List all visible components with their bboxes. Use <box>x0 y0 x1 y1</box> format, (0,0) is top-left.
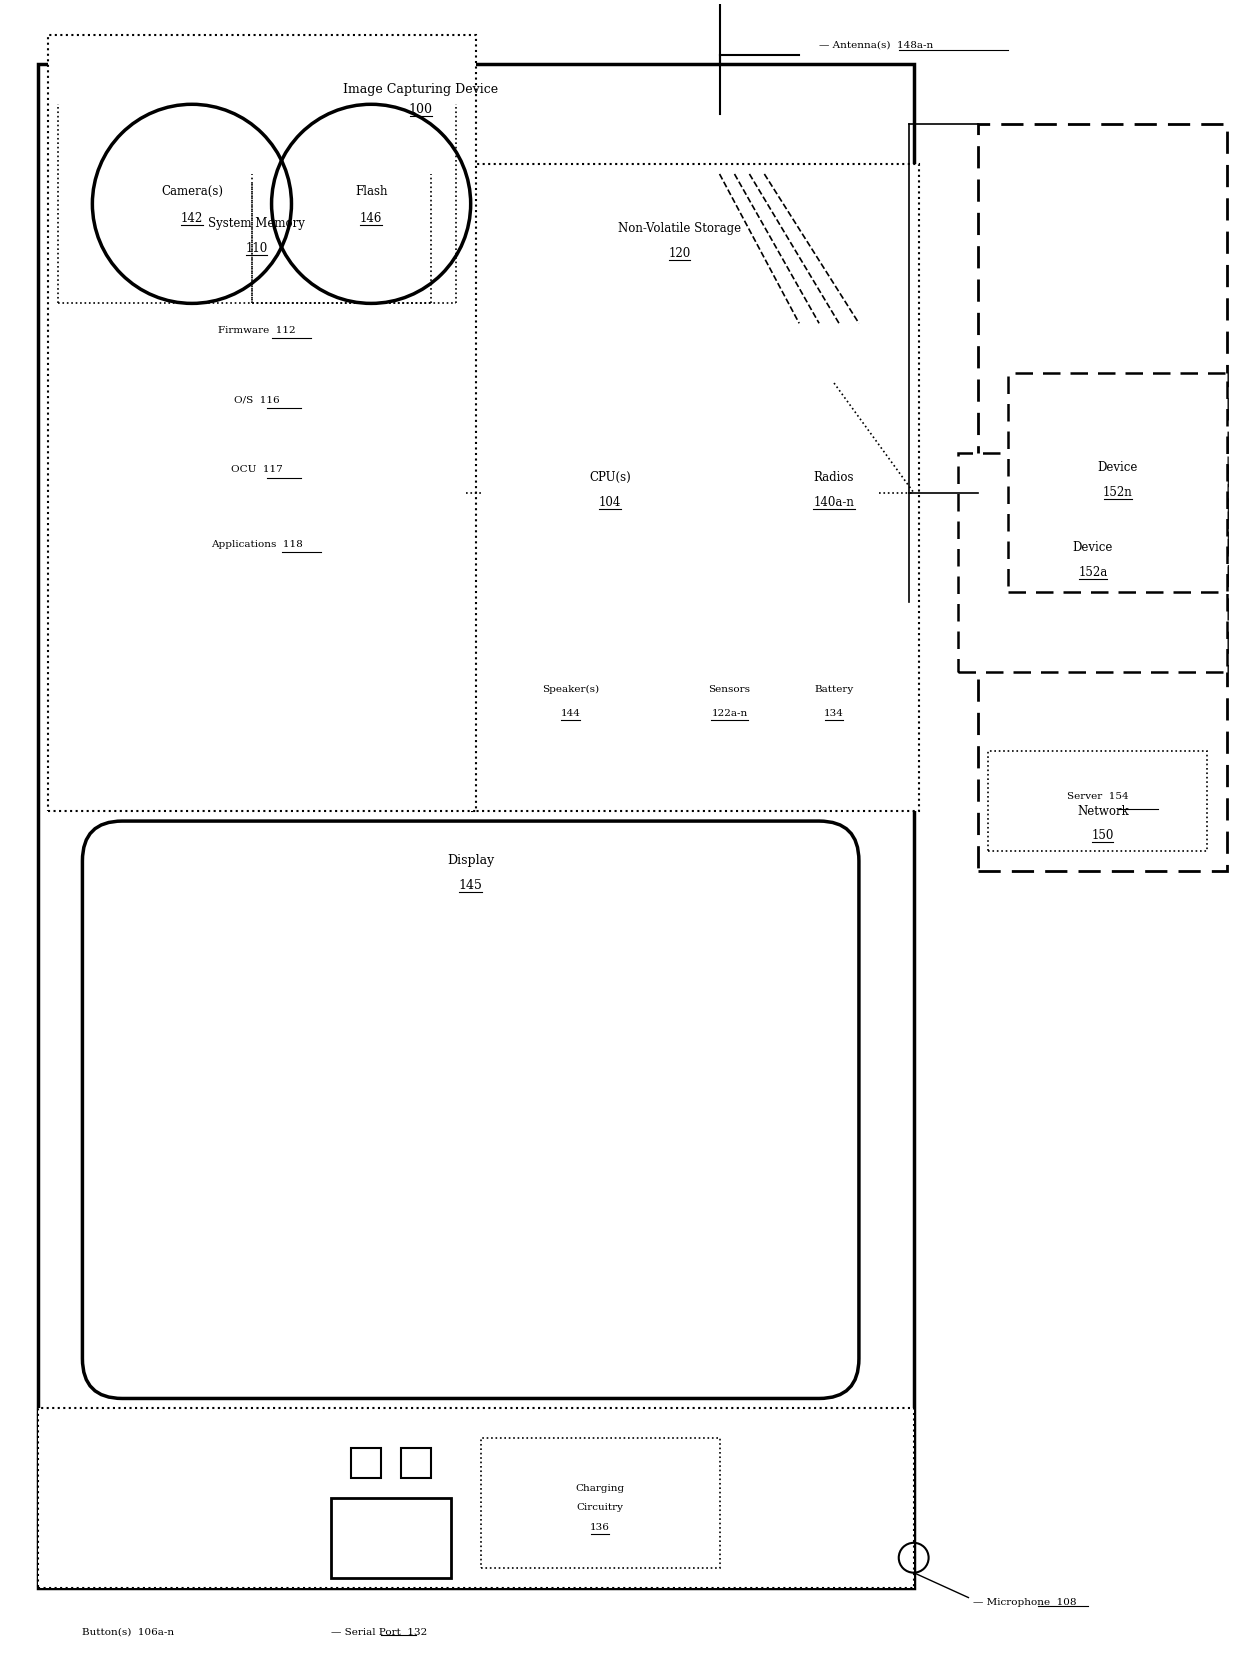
Text: Applications  118: Applications 118 <box>211 540 303 548</box>
Text: — Microphone  108: — Microphone 108 <box>973 1597 1076 1608</box>
Text: Device: Device <box>1073 541 1114 553</box>
Text: 145: 145 <box>459 879 482 892</box>
Text: Non-Volatile Storage: Non-Volatile Storage <box>619 222 742 236</box>
FancyBboxPatch shape <box>82 820 859 1399</box>
Text: OCU  117: OCU 117 <box>231 465 283 475</box>
Text: — Antenna(s)  148a-n: — Antenna(s) 148a-n <box>820 40 934 48</box>
Text: Device: Device <box>1097 461 1138 475</box>
Bar <box>351 1449 381 1479</box>
Bar <box>481 612 909 790</box>
Text: Sensors: Sensors <box>708 685 750 693</box>
Text: 146: 146 <box>360 212 382 226</box>
Text: Server  154: Server 154 <box>1068 792 1128 800</box>
Bar <box>660 632 800 772</box>
Text: Button(s)  106a-n: Button(s) 106a-n <box>82 1628 175 1638</box>
Bar <box>1008 373 1228 592</box>
Bar <box>481 383 739 602</box>
Bar <box>978 124 1228 871</box>
Bar <box>37 1409 914 1587</box>
Bar <box>759 612 909 790</box>
Text: Image Capturing Device: Image Capturing Device <box>343 84 498 95</box>
Bar <box>331 1497 451 1577</box>
Bar <box>37 65 914 1587</box>
Text: 150: 150 <box>1091 829 1114 842</box>
Text: Speaker(s): Speaker(s) <box>542 685 599 693</box>
Bar <box>481 1439 719 1567</box>
Text: Battery: Battery <box>815 685 853 693</box>
Bar <box>77 373 435 433</box>
Bar <box>481 184 879 363</box>
Text: Radios: Radios <box>813 471 854 485</box>
Text: System Memory: System Memory <box>208 217 305 231</box>
Text: Display: Display <box>448 854 495 867</box>
Text: 120: 120 <box>668 247 691 261</box>
Text: 136: 136 <box>590 1524 610 1532</box>
Text: Flash: Flash <box>355 185 387 199</box>
Text: 140a-n: 140a-n <box>813 496 854 510</box>
Text: O/S  116: O/S 116 <box>234 396 279 404</box>
Bar <box>401 1449 430 1479</box>
Text: 100: 100 <box>409 104 433 115</box>
Text: Firmware  112: Firmware 112 <box>218 326 295 334</box>
Text: 144: 144 <box>560 709 580 719</box>
Bar <box>77 304 435 363</box>
Bar <box>759 383 909 602</box>
Text: 152n: 152n <box>1102 486 1132 500</box>
Text: 152a: 152a <box>1079 566 1107 578</box>
Text: 142: 142 <box>181 212 203 226</box>
Text: 110: 110 <box>246 242 268 256</box>
Text: CPU(s): CPU(s) <box>589 471 631 485</box>
Bar <box>959 453 1228 672</box>
Text: 122a-n: 122a-n <box>712 709 748 719</box>
Bar <box>57 184 456 602</box>
Bar <box>471 164 919 810</box>
Bar <box>77 443 435 503</box>
Text: — Serial Port  132: — Serial Port 132 <box>331 1628 428 1638</box>
Text: Charging: Charging <box>575 1484 625 1492</box>
Bar <box>501 632 640 772</box>
Bar <box>47 35 476 810</box>
Text: 104: 104 <box>599 496 621 510</box>
Bar <box>988 752 1208 851</box>
Text: Circuitry: Circuitry <box>577 1504 624 1512</box>
Bar <box>77 513 435 582</box>
Text: Camera(s): Camera(s) <box>161 185 223 199</box>
Text: Network: Network <box>1078 805 1128 817</box>
Text: 134: 134 <box>825 709 844 719</box>
